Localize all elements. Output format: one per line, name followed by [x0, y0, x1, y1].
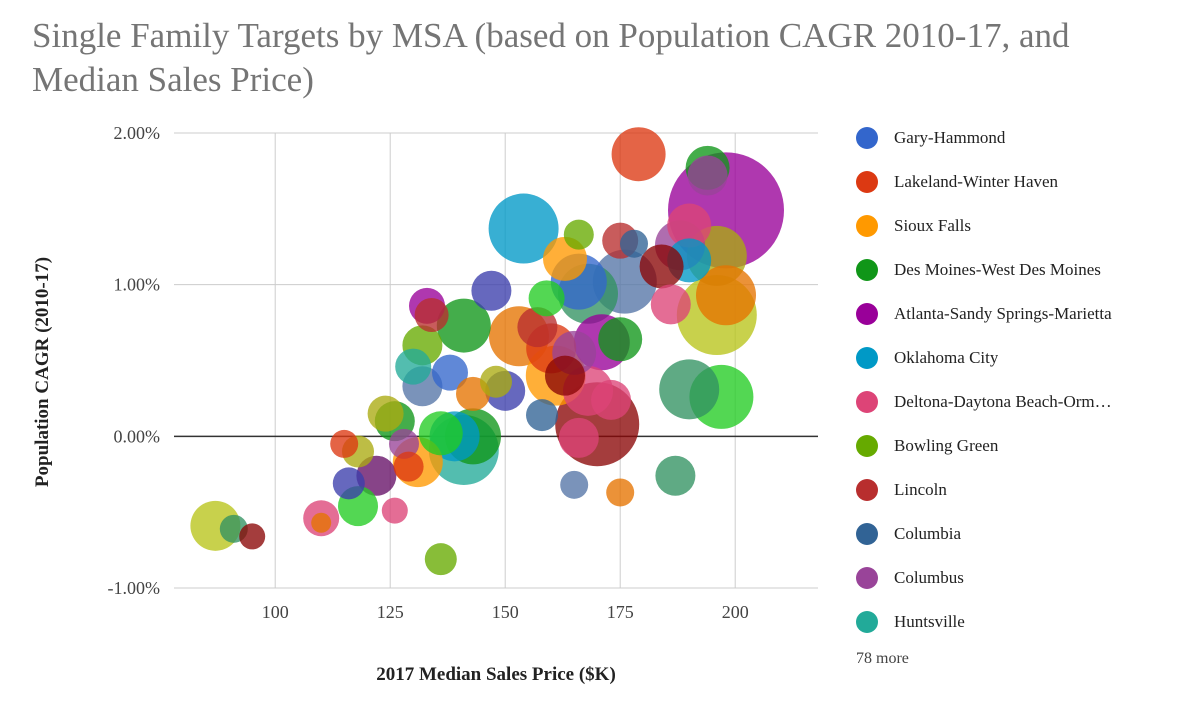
- legend-label: Sioux Falls: [894, 216, 971, 235]
- bubble[interactable]: [311, 512, 332, 533]
- bubble[interactable]: [606, 478, 635, 507]
- legend-item[interactable]: Deltona-Daytona Beach-Orm…: [856, 380, 1176, 424]
- legend-item[interactable]: Gary-Hammond: [856, 116, 1176, 160]
- bubble[interactable]: [558, 417, 599, 458]
- legend-swatch: [856, 259, 878, 281]
- legend-swatch: [856, 435, 878, 457]
- bubble[interactable]: [480, 365, 512, 398]
- bubble[interactable]: [436, 298, 491, 353]
- legend-label: Bowling Green: [894, 436, 999, 455]
- bubble[interactable]: [560, 470, 589, 499]
- legend-label: Deltona-Daytona Beach-Orm…: [894, 392, 1112, 411]
- legend-swatch: [856, 303, 878, 325]
- x-tick-labels: 100 125 150 175 200: [262, 602, 749, 622]
- bubble[interactable]: [563, 219, 594, 250]
- legend-label: Atlanta-Sandy Springs-Marietta: [894, 304, 1112, 323]
- x-tick-label: 100: [262, 602, 289, 622]
- y-axis-title: Population CAGR (2010-17): [32, 257, 53, 487]
- bubble[interactable]: [356, 455, 397, 496]
- bubble[interactable]: [659, 359, 720, 420]
- bubble[interactable]: [526, 399, 558, 432]
- legend-swatch: [856, 523, 878, 545]
- legend-label: Gary-Hammond: [894, 128, 1006, 147]
- bubble[interactable]: [367, 395, 404, 432]
- legend-label: Oklahoma City: [894, 348, 999, 367]
- bubble[interactable]: [655, 455, 696, 496]
- legend-item[interactable]: Columbus: [856, 556, 1176, 600]
- bubble[interactable]: [332, 467, 365, 500]
- legend-label: Columbus: [894, 568, 964, 587]
- legend-swatch: [856, 479, 878, 501]
- bubble[interactable]: [381, 497, 408, 524]
- legend-item[interactable]: Oklahoma City: [856, 336, 1176, 380]
- bubble[interactable]: [239, 523, 266, 550]
- legend-swatch: [856, 171, 878, 193]
- legend-label: Lincoln: [894, 480, 947, 499]
- x-axis-title: 2017 Median Sales Price ($K): [376, 664, 616, 685]
- bubble[interactable]: [611, 127, 666, 182]
- y-tick-labels: 2.00% 1.00% 0.00% -1.00%: [108, 123, 161, 598]
- legend-item[interactable]: Atlanta-Sandy Springs-Marietta: [856, 292, 1176, 336]
- bubble[interactable]: [393, 451, 424, 482]
- bubble[interactable]: [418, 411, 463, 456]
- bubble[interactable]: [471, 270, 512, 311]
- bubble[interactable]: [330, 429, 359, 458]
- legend-item[interactable]: Columbia: [856, 512, 1176, 556]
- bubble[interactable]: [591, 379, 631, 420]
- x-tick-label: 125: [377, 602, 404, 622]
- bubble[interactable]: [528, 280, 565, 317]
- x-tick-label: 150: [492, 602, 519, 622]
- legend-swatch: [856, 215, 878, 237]
- chart-title: Single Family Targets by MSA (based on P…: [32, 16, 1070, 99]
- x-tick-label: 200: [722, 602, 749, 622]
- bubble[interactable]: [395, 348, 432, 385]
- legend-item[interactable]: Des Moines-West Des Moines: [856, 248, 1176, 292]
- bubble[interactable]: [389, 428, 419, 459]
- bubble[interactable]: [639, 244, 684, 289]
- legend-label: Columbia: [894, 524, 962, 543]
- bubbles: [190, 127, 784, 576]
- legend-item[interactable]: Lakeland-Winter Haven: [856, 160, 1176, 204]
- legend-more-link[interactable]: 78 more: [856, 650, 909, 667]
- y-tick-label: -1.00%: [108, 578, 161, 598]
- bubble[interactable]: [424, 543, 457, 576]
- legend-label: Lakeland-Winter Haven: [894, 172, 1059, 191]
- legend-item[interactable]: Huntsville: [856, 600, 1176, 644]
- x-tick-label: 175: [607, 602, 634, 622]
- bubble[interactable]: [598, 317, 643, 362]
- legend-swatch: [856, 391, 878, 413]
- bubble[interactable]: [488, 193, 559, 264]
- legend-label: Des Moines-West Des Moines: [894, 260, 1101, 279]
- bubble[interactable]: [620, 229, 648, 258]
- bubble[interactable]: [696, 265, 756, 326]
- bubble[interactable]: [545, 355, 585, 396]
- legend-swatch: [856, 567, 878, 589]
- legend-item[interactable]: Bowling Green: [856, 424, 1176, 468]
- bubble[interactable]: [517, 307, 558, 348]
- legend-swatch: [856, 347, 878, 369]
- legend-item[interactable]: Sioux Falls: [856, 204, 1176, 248]
- legend-swatch: [856, 611, 878, 633]
- legend-item[interactable]: Lincoln: [856, 468, 1176, 512]
- bubble[interactable]: [667, 203, 712, 248]
- y-tick-label: 0.00%: [114, 426, 161, 446]
- y-tick-label: 2.00%: [114, 123, 161, 143]
- bubble[interactable]: [414, 298, 449, 332]
- legend-swatch: [856, 127, 878, 149]
- bubble[interactable]: [432, 354, 468, 391]
- bubble[interactable]: [650, 284, 691, 325]
- y-tick-label: 1.00%: [114, 275, 161, 295]
- legend: Gary-Hammond Lakeland-Winter Haven Sioux F…: [856, 116, 1176, 668]
- bubble[interactable]: [687, 155, 728, 196]
- legend-label: Huntsville: [894, 612, 965, 631]
